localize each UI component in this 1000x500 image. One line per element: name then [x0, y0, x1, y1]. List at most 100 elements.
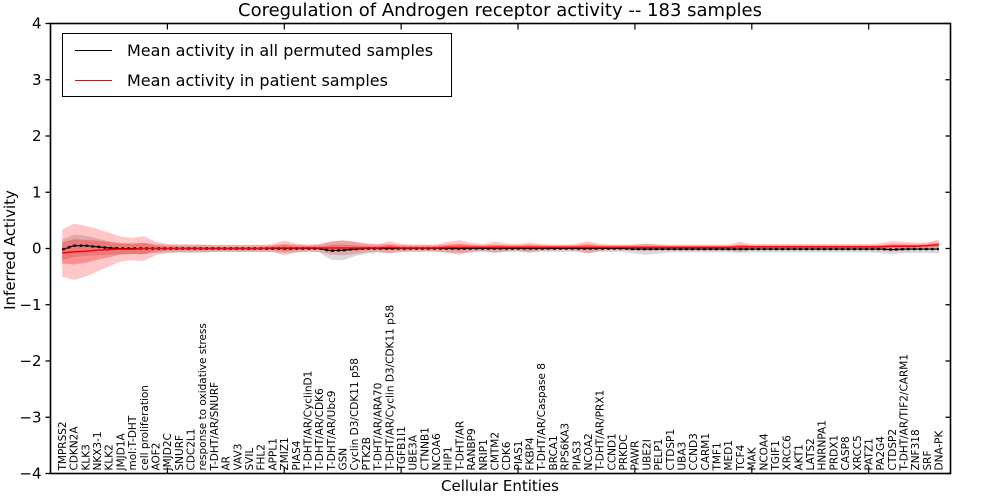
- y-tick-label: 0: [32, 240, 42, 258]
- entity-label: BRCA1: [548, 435, 560, 470]
- entity-label: PA2G4: [875, 436, 887, 471]
- entity-label: PAWR: [630, 441, 642, 471]
- entity-label: CTDSP2: [887, 429, 899, 471]
- entity-label: SNURF: [174, 435, 186, 471]
- entity-label: JMJD1A: [115, 432, 127, 471]
- y-tick-label: 1: [32, 183, 42, 201]
- legend-label-permuted: Mean activity in all permuted samples: [127, 40, 434, 60]
- entity-label: CTDSP1: [665, 429, 677, 471]
- legend-line-black-icon: [75, 49, 112, 51]
- entity-label: PRKDC: [618, 435, 630, 471]
- entity-label: CMTM2: [489, 432, 501, 471]
- entity-label: TCF4: [735, 444, 747, 471]
- entity-label: CASP8: [840, 436, 852, 470]
- entity-label: response to oxidative stress: [197, 323, 209, 470]
- entity-label: MED1: [723, 440, 735, 470]
- entity-label: MAK: [747, 446, 759, 470]
- permuted-mean-markers: [61, 244, 939, 252]
- entity-label: PTK2B: [361, 437, 373, 471]
- entity-label: FHL2: [256, 444, 268, 470]
- y-tick-label: 4: [32, 15, 42, 33]
- y-tick-label: −4: [19, 465, 41, 483]
- entity-label: ZMIZ1: [279, 437, 291, 470]
- entity-label: XRCC6: [782, 435, 794, 471]
- legend-item-patient: Mean activity in patient samples: [75, 68, 433, 92]
- entity-label: NCOA2: [583, 433, 595, 470]
- entity-label: CDK6: [501, 441, 513, 470]
- entity-label: NRIP1: [478, 439, 490, 470]
- entity-label: UBE2I: [641, 439, 653, 470]
- entity-label: VAV3: [232, 444, 244, 471]
- entity-label: XRCC5: [852, 435, 864, 470]
- entity-label: APPL1: [267, 438, 279, 470]
- entity-label: PIAS3: [571, 441, 583, 471]
- entity-label: AR: [221, 456, 233, 470]
- entity-label: UBA3: [676, 442, 688, 471]
- entity-label: DNA-PK: [934, 429, 946, 470]
- entity-label: UBE3A: [408, 434, 420, 470]
- entity-label: NCOA4: [758, 433, 770, 470]
- entity-label: KLK2: [104, 444, 116, 470]
- entity-label: PELP1: [653, 439, 665, 471]
- entity-label: CCND3: [688, 433, 700, 470]
- entity-label: TGFB1I1: [396, 426, 408, 471]
- y-tick-label: 3: [32, 71, 42, 89]
- chart-title: Coregulation of Androgen receptor activi…: [238, 0, 762, 21]
- entity-label: T-DHT/AR: [454, 421, 466, 472]
- patient-mean-line: [62, 243, 939, 254]
- entity-label: T-DHT/AR/ARA70: [373, 383, 385, 472]
- x-axis-title: Cellular Entities: [441, 477, 559, 495]
- entity-label: NKX3-1: [92, 431, 104, 470]
- entity-label: PIAS1: [513, 441, 525, 471]
- entity-label: JMJD2C: [162, 433, 174, 471]
- entity-label: RPS6KA3: [560, 423, 572, 471]
- patient-band-inner: [62, 239, 939, 265]
- y-tick-label: −2: [19, 352, 41, 370]
- y-tick-label: −3: [19, 408, 41, 426]
- legend-label-patient: Mean activity in patient samples: [127, 70, 388, 90]
- entity-label: CTNNB1: [419, 427, 431, 470]
- entity-label: T-DHT/AR/Ubc9: [326, 391, 338, 472]
- entity-label: TMF1: [712, 442, 724, 471]
- entity-label: AOF2: [150, 443, 162, 471]
- entity-label: CDC2L1: [186, 429, 198, 471]
- entity-label: CCND1: [606, 433, 618, 470]
- entity-label: KLK3: [80, 444, 92, 470]
- entity-label: HIP1: [443, 446, 455, 470]
- entity-label: SVIL: [244, 448, 256, 471]
- legend-line-red-icon: [75, 79, 112, 81]
- entity-label: PATZ1: [863, 438, 875, 470]
- y-tick-label: −1: [19, 296, 41, 314]
- entity-label: ZNF318: [910, 429, 922, 470]
- entity-label: T-DHT/AR/TIF2/CARM1: [899, 354, 911, 472]
- entity-label: T-DHT/AR/CDK6: [314, 388, 326, 471]
- entity-label: T-DHT/AR/CyclinD1: [302, 371, 314, 472]
- entity-label: T-DHT/AR/Cyclin D3/CDK11 p58: [384, 305, 396, 472]
- legend-item-permuted: Mean activity in all permuted samples: [75, 38, 433, 62]
- entity-label: T-DHT/AR/Caspase 8: [536, 363, 548, 471]
- entity-label: SRF: [922, 450, 934, 470]
- entity-label: cell proliferation: [139, 385, 151, 470]
- entity-label: RANBP9: [466, 428, 478, 470]
- entity-label: NCOA6: [431, 433, 443, 470]
- entity-label: GSN: [338, 448, 350, 471]
- entity-label: FKBP4: [525, 437, 537, 470]
- entity-label: mol:T-DHT: [127, 415, 139, 470]
- entity-label: PRDX1: [828, 435, 840, 471]
- entity-label: T-DHT/AR/PRX1: [595, 390, 607, 472]
- y-tick-label: 2: [32, 127, 42, 145]
- entity-label: LATS2: [805, 438, 817, 470]
- entity-label: CDKN2A: [69, 426, 81, 471]
- entity-label: PIAS4: [291, 440, 303, 470]
- entity-label: HNRNPA1: [817, 420, 829, 470]
- patient-band-outer: [62, 223, 939, 280]
- entity-label: AKT1: [793, 444, 805, 470]
- entity-label: T-DHT/AR/SNURF: [209, 382, 221, 472]
- entity-label: TMPRSS2: [57, 421, 69, 471]
- legend: Mean activity in all permuted samples Me…: [62, 33, 453, 97]
- entity-label: Cyclin D3/CDK11 p58: [349, 358, 361, 470]
- entity-label: TGIF1: [770, 440, 782, 471]
- entity-label: CARM1: [700, 433, 712, 471]
